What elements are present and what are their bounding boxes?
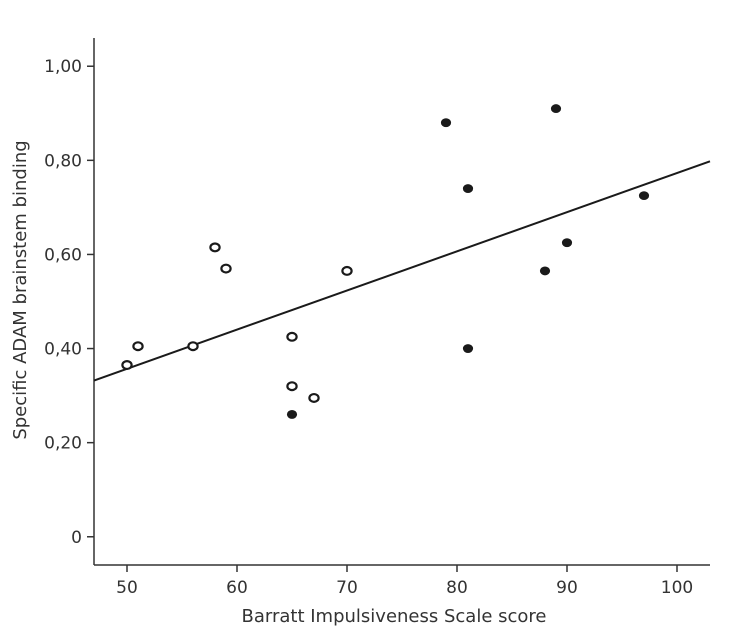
open-data-point: [220, 263, 232, 274]
y-tick-label: 0,60: [44, 245, 82, 265]
x-tick-label: 60: [226, 578, 248, 598]
open-data-point: [308, 392, 320, 403]
x-axis-title: Barratt Impulsiveness Scale score: [242, 606, 547, 627]
y-axis-ticks: 0 0,20 0,40 0,60 0,80 1,00: [44, 57, 94, 548]
y-tick-label: 0,40: [44, 340, 82, 360]
filled-data-point: [561, 238, 573, 248]
filled-data-point: [286, 410, 298, 419]
x-tick-label: 50: [116, 578, 138, 598]
y-tick-label: 0,20: [44, 434, 82, 454]
x-tick-label: 70: [336, 578, 358, 598]
y-tick-label: 1,00: [44, 57, 82, 77]
filled-data-point: [550, 104, 562, 113]
open-data-point: [132, 341, 144, 352]
open-data-point: [286, 331, 298, 342]
filled-data-point: [539, 266, 551, 276]
x-axis-ticks: 50 60 70 80 90 100: [116, 565, 693, 598]
x-tick-label: 90: [556, 578, 578, 598]
axes: [93, 38, 710, 566]
filled-data-point: [462, 344, 474, 353]
regression-line-layer: [93, 160, 711, 382]
x-tick-label: 100: [661, 578, 693, 598]
regression-line: [93, 160, 711, 382]
x-tick-label: 80: [446, 578, 468, 598]
y-tick-label: 0,80: [44, 151, 82, 171]
y-tick-label: 0: [71, 528, 82, 548]
open-data-point: [121, 360, 133, 371]
open-data-point: [286, 381, 298, 392]
y-axis-title: Specific ADAM brainstem binding: [10, 140, 31, 439]
open-data-point: [341, 265, 353, 276]
open-data-point: [187, 341, 199, 352]
filled-data-point: [638, 191, 650, 201]
open-data-point: [209, 242, 221, 253]
filled-data-point: [462, 184, 474, 193]
filled-data-point: [440, 118, 452, 128]
data-points: [121, 104, 650, 419]
